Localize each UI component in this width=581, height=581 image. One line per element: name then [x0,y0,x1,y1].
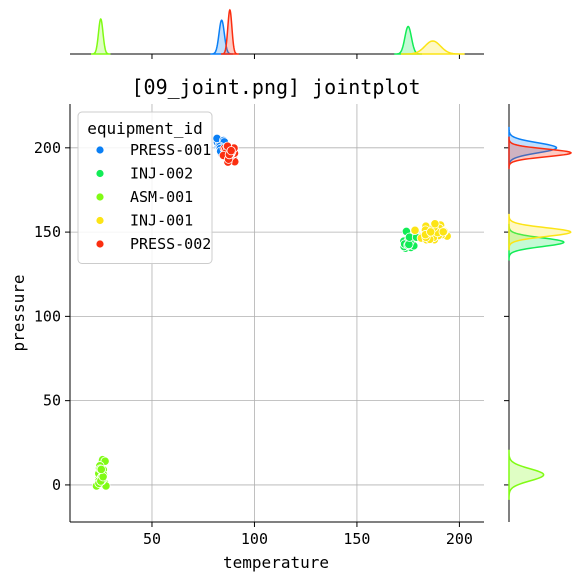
legend-marker [95,216,105,225]
data-point [226,146,236,156]
y-tick-label: 0 [52,476,61,494]
y-axis-label: pressure [9,274,28,351]
legend-marker [95,145,105,155]
legend: equipment_id PRESS-001 INJ-002 ASM-001 INJ-0… [77,111,213,264]
y-tick-label: 50 [43,392,61,410]
legend-marker [95,239,105,249]
legend-marker [95,169,105,178]
legend-entry: INJ-001 [130,212,193,230]
x-tick-label: 50 [143,530,161,548]
x-tick-label: 100 [241,530,268,548]
right-kde-curve [508,223,565,261]
data-point [430,219,440,229]
right-kde-curve [508,449,545,500]
right-marginal-kde [504,104,573,522]
top-kde-curve [394,25,423,55]
data-point [426,227,436,237]
right-kde-curve [508,136,573,170]
x-axis-label: temperature [223,553,329,572]
chart-title: [09_joint.png] jointplot [132,75,421,99]
legend-box [77,111,213,264]
legend-entry: PRESS-001 [130,141,211,159]
top-kde-curve [400,40,465,55]
scatter-points [91,133,452,491]
y-tick-label: 100 [34,307,61,325]
x-tick-label: 200 [446,530,473,548]
legend-entry: PRESS-002 [130,235,211,253]
legend-marker [95,192,105,202]
data-point [410,225,420,235]
data-point [96,464,106,475]
main-axes: 50 100 150 200 0 50 100 150 200 [34,104,484,548]
legend-entry: INJ-002 [130,165,193,183]
right-kde-curve [508,213,572,251]
main-gridlines [70,104,484,522]
top-kde-curve [90,17,111,55]
y-tick-label: 150 [34,223,61,241]
top-marginal-kde [70,8,484,59]
legend-title: equipment_id [87,119,203,138]
y-tick-label: 200 [34,139,61,157]
top-kde-curve [220,8,239,55]
x-tick-label: 150 [343,530,370,548]
data-point [438,227,448,237]
legend-entry: ASM-001 [130,188,193,206]
